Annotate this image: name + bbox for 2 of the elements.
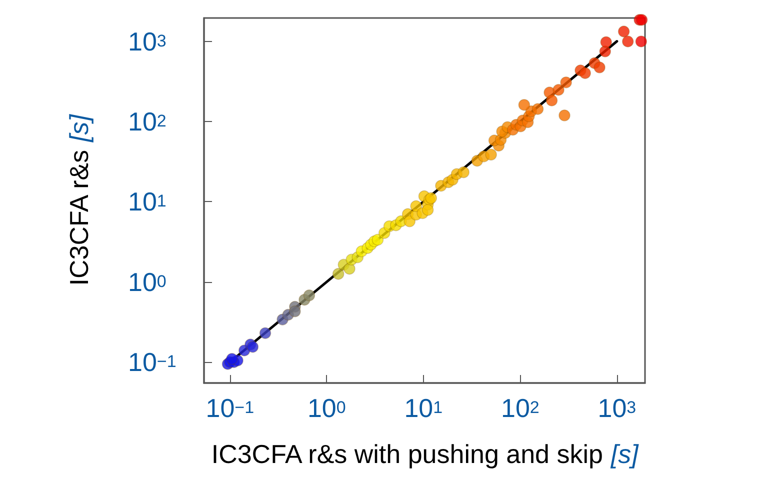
y-axis-title: IC3CFA r&s [s] xyxy=(64,114,94,286)
x-axis-title: IC3CFA r&s with pushing and skip [s] xyxy=(211,439,640,469)
